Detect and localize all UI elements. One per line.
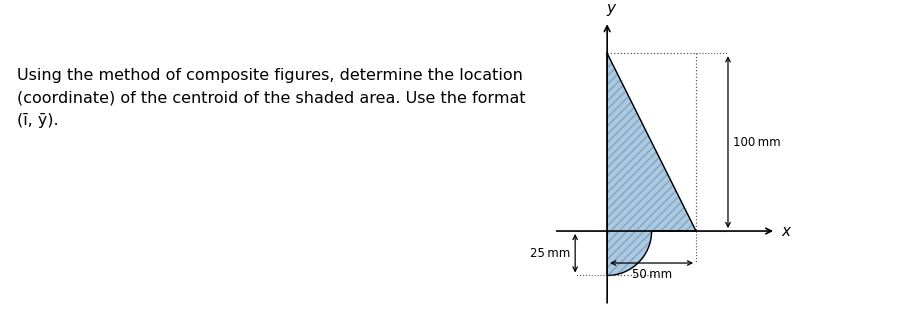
Polygon shape — [607, 53, 696, 276]
Text: x: x — [781, 224, 790, 239]
Text: Using the method of composite figures, determine the location
(coordinate) of th: Using the method of composite figures, d… — [18, 68, 526, 128]
Text: 50 mm: 50 mm — [631, 268, 672, 281]
Text: 100 mm: 100 mm — [734, 136, 781, 149]
Text: y: y — [606, 1, 616, 16]
Text: 25 mm: 25 mm — [530, 247, 569, 260]
